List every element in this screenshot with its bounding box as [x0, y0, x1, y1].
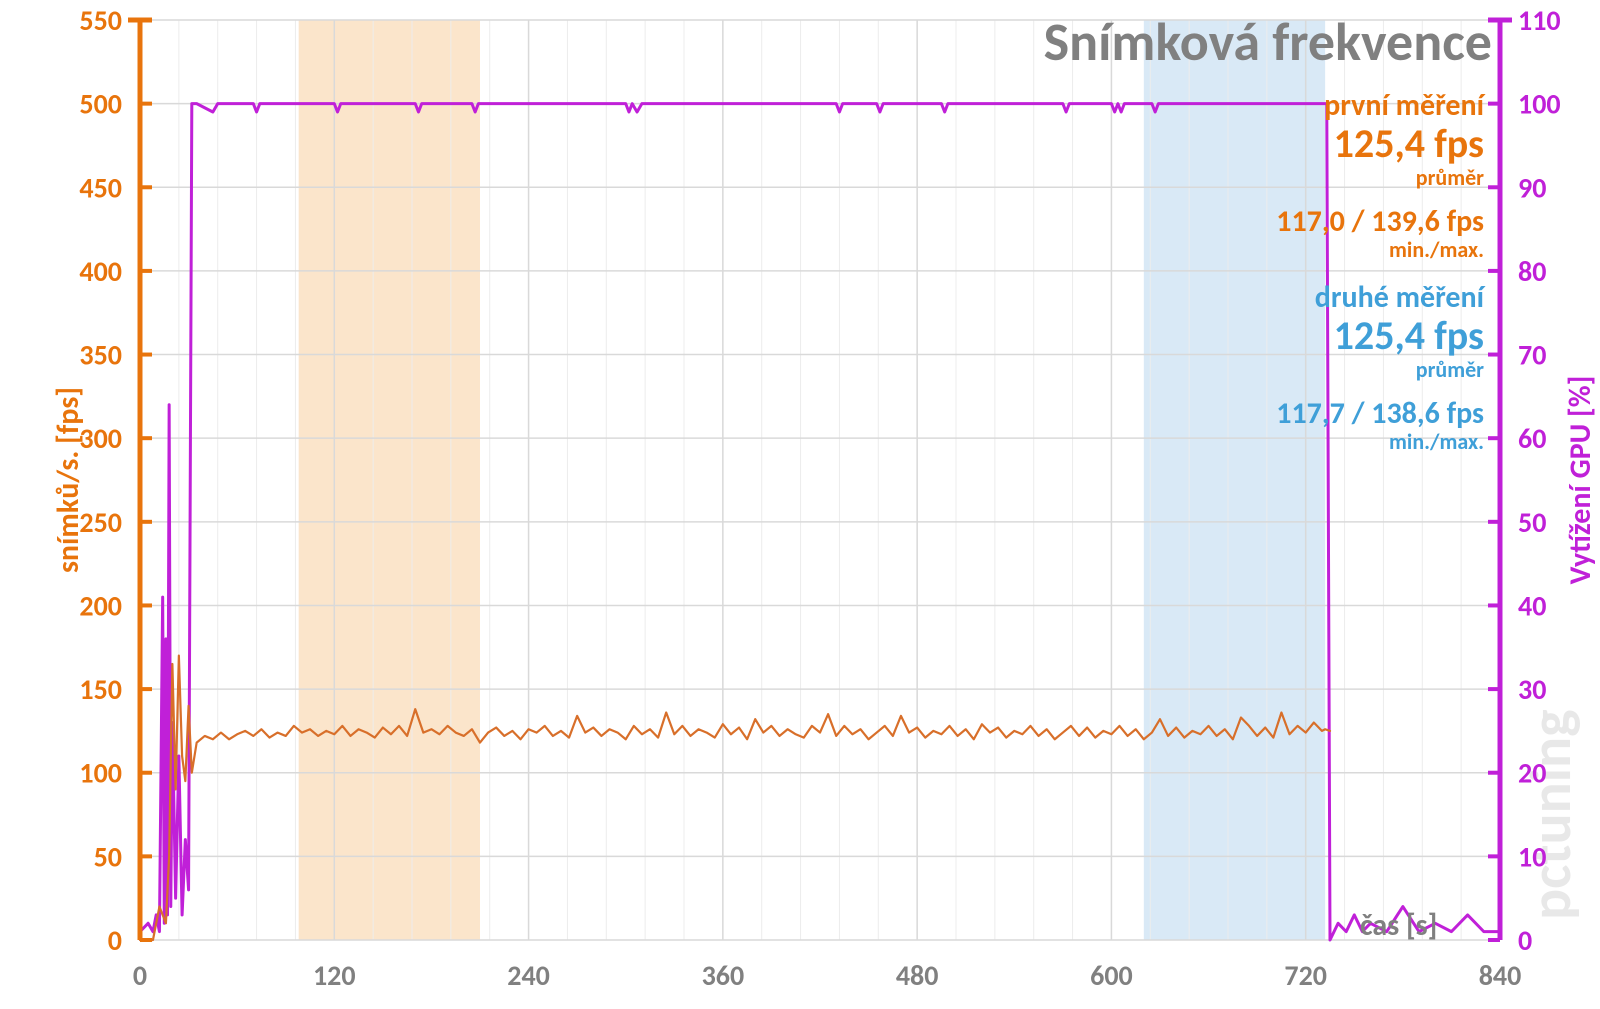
x-tick-label: 360: [702, 958, 745, 993]
info-measure1-sub: průměr: [1416, 164, 1484, 191]
x-tick-label: 0: [133, 958, 147, 993]
x-tick-label: 600: [1090, 958, 1133, 993]
y-left-tick-label: 150: [79, 672, 122, 707]
y-right-tick-label: 110: [1518, 3, 1561, 38]
y-left-axis-title: snímků/s. [fps]: [50, 387, 87, 573]
y-right-tick-label: 40: [1518, 588, 1546, 623]
y-right-tick-label: 70: [1518, 338, 1546, 373]
chart-title: Snímková frekvence: [1044, 9, 1492, 75]
chart-container: pctuning05010015020025030035040045050055…: [0, 0, 1600, 1009]
y-left-tick-label: 400: [79, 254, 122, 289]
info-measure1-range: 117,0 / 139,6 fps: [1276, 203, 1484, 240]
x-tick-label: 240: [507, 958, 550, 993]
x-tick-label: 720: [1284, 958, 1327, 993]
info-measure2-range-sub: min./max.: [1389, 428, 1484, 455]
info-measure1-range-sub: min./max.: [1389, 236, 1484, 263]
y-right-tick-label: 60: [1518, 421, 1546, 456]
x-axis-title: čas [s]: [1360, 907, 1437, 944]
y-left-tick-label: 450: [79, 170, 122, 205]
y-right-tick-label: 90: [1518, 170, 1546, 205]
y-left-tick-label: 200: [79, 588, 122, 623]
y-left-tick-label: 550: [79, 3, 122, 38]
y-right-tick-label: 100: [1518, 87, 1561, 122]
info-measure2-range: 117,7 / 138,6 fps: [1276, 395, 1484, 432]
y-left-tick-label: 50: [94, 839, 122, 874]
y-left-tick-label: 500: [79, 87, 122, 122]
y-left-tick-label: 0: [108, 923, 122, 958]
info-measure2-sub: průměr: [1416, 356, 1484, 383]
y-right-tick-label: 30: [1518, 672, 1546, 707]
y-right-tick-label: 0: [1518, 923, 1532, 958]
y-left-tick-label: 350: [79, 338, 122, 373]
y-right-tick-label: 50: [1518, 505, 1546, 540]
chart-svg: pctuning05010015020025030035040045050055…: [0, 0, 1600, 1009]
x-tick-label: 840: [1479, 958, 1522, 993]
x-tick-label: 120: [313, 958, 356, 993]
x-tick-label: 480: [896, 958, 939, 993]
y-right-tick-label: 80: [1518, 254, 1546, 289]
info-measure1-value: 125,4 fps: [1334, 119, 1484, 168]
y-right-tick-label: 20: [1518, 756, 1546, 791]
info-measure2-value: 125,4 fps: [1334, 311, 1484, 360]
y-right-tick-label: 10: [1518, 839, 1546, 874]
y-right-axis-title: Vytížení GPU [%]: [1562, 376, 1599, 585]
y-left-tick-label: 100: [79, 756, 122, 791]
watermark: pctuning: [1515, 709, 1586, 920]
